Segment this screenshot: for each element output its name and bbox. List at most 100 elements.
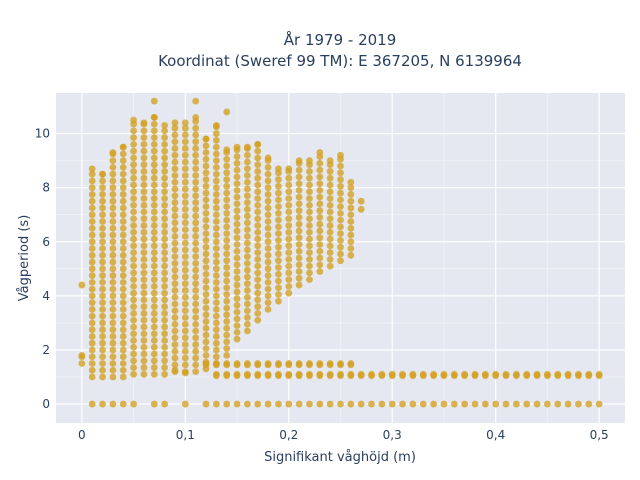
data-point <box>223 146 231 154</box>
data-point <box>140 370 148 378</box>
data-point <box>119 285 127 293</box>
data-point <box>285 249 293 256</box>
data-point <box>109 346 117 354</box>
data-point <box>192 97 200 105</box>
data-point <box>140 249 148 256</box>
data-point <box>243 199 251 206</box>
data-point <box>254 262 262 270</box>
data-point <box>306 208 313 216</box>
data-point <box>264 360 272 367</box>
data-point <box>337 237 344 244</box>
data-point <box>130 168 137 175</box>
data-point <box>119 312 127 320</box>
tick-labels: 0 0,1 0,2 0,3 0,4 0,5 0 2 4 6 8 10 <box>35 127 609 442</box>
data-point <box>150 303 158 311</box>
data-point <box>99 211 106 219</box>
data-point <box>130 370 137 378</box>
data-point <box>150 350 158 358</box>
data-point <box>181 239 189 247</box>
data-point <box>130 195 137 202</box>
data-point <box>119 211 127 219</box>
data-point <box>150 113 158 121</box>
data-point <box>88 258 96 266</box>
data-point <box>316 220 324 228</box>
y-tick-label: 6 <box>42 235 50 249</box>
data-point <box>192 293 200 301</box>
data-point <box>140 289 148 297</box>
data-point <box>130 147 137 155</box>
data-point <box>181 205 189 213</box>
data-point <box>223 108 231 116</box>
data-point <box>212 184 220 192</box>
data-point <box>88 245 96 252</box>
data-point <box>150 134 158 142</box>
data-point <box>440 400 448 408</box>
data-point <box>243 232 251 240</box>
data-point <box>243 165 251 173</box>
data-point <box>223 230 231 238</box>
data-point <box>161 255 169 263</box>
data-point <box>285 262 293 270</box>
data-point <box>150 289 158 297</box>
data-point <box>130 255 137 263</box>
data-point <box>502 370 510 378</box>
data-point <box>171 199 179 206</box>
data-point <box>233 166 241 174</box>
data-point <box>150 195 158 202</box>
data-point <box>181 293 189 301</box>
data-point <box>140 201 148 209</box>
data-point <box>502 400 510 408</box>
data-point <box>275 223 282 231</box>
data-point <box>306 222 313 229</box>
data-point <box>223 277 231 285</box>
data-point <box>99 245 106 252</box>
data-point <box>99 231 106 239</box>
data-point <box>161 127 169 135</box>
data-point <box>544 370 551 378</box>
data-point <box>88 231 96 239</box>
data-point <box>140 269 148 277</box>
data-point <box>223 270 231 278</box>
data-point <box>233 207 241 215</box>
data-point <box>109 305 117 313</box>
data-point <box>130 262 137 270</box>
data-point <box>264 231 272 239</box>
data-point <box>88 400 96 408</box>
data-point <box>161 310 169 317</box>
data-point <box>161 370 169 378</box>
data-point <box>202 284 210 292</box>
data-point <box>254 303 262 311</box>
data-point <box>419 370 427 378</box>
data-point <box>347 224 355 232</box>
data-point <box>316 159 324 167</box>
data-point <box>119 170 127 178</box>
data-point <box>212 370 220 378</box>
data-point <box>140 337 148 344</box>
data-point <box>223 182 231 190</box>
data-point <box>99 197 106 205</box>
data-point <box>171 266 179 274</box>
data-point <box>306 201 313 209</box>
data-point <box>119 272 127 279</box>
data-point <box>243 226 251 233</box>
data-point <box>171 158 179 166</box>
data-point <box>316 173 324 181</box>
data-point <box>243 239 251 247</box>
data-point <box>316 261 324 269</box>
data-point <box>161 181 169 189</box>
data-point <box>181 145 189 152</box>
data-point <box>202 304 210 312</box>
data-point <box>119 184 127 192</box>
data-point <box>99 339 106 347</box>
data-point <box>575 370 582 378</box>
data-point <box>295 207 303 215</box>
data-point <box>347 218 355 225</box>
data-point <box>181 212 189 220</box>
data-point <box>212 346 220 354</box>
data-point <box>316 186 324 194</box>
data-point <box>130 357 137 365</box>
data-point <box>119 251 127 259</box>
data-point <box>585 400 593 408</box>
data-point <box>243 273 251 281</box>
data-point <box>264 265 272 273</box>
